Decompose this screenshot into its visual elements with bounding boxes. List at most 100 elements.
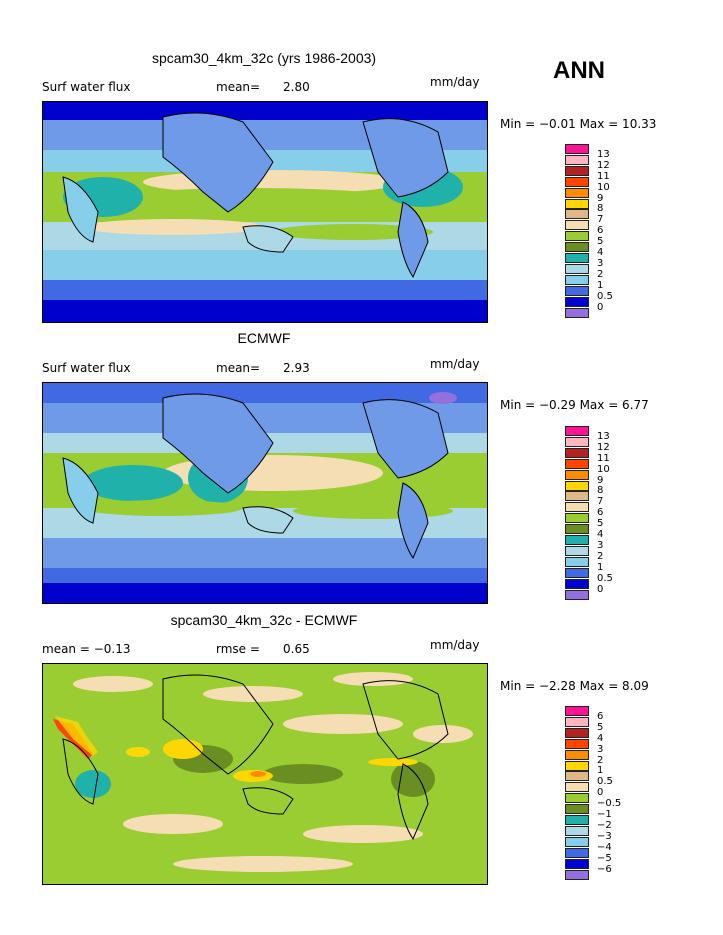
colorbar-box — [565, 491, 589, 502]
colorbar-box — [565, 502, 589, 513]
panel2-title: ECMWF — [237, 330, 291, 346]
colorbar-box — [565, 869, 589, 880]
colorbar-label: 0 — [597, 301, 604, 313]
colorbar-label: 1 — [597, 765, 604, 777]
colorbar-box — [565, 535, 589, 545]
colorbar-box — [565, 771, 589, 782]
colorbar-box — [565, 458, 589, 469]
colorbar-label: −2 — [597, 819, 612, 831]
colorbar-label: 4 — [597, 732, 604, 744]
colorbar-box — [565, 469, 589, 480]
colorbar-box — [565, 815, 589, 825]
colorbar-box — [565, 480, 589, 491]
colorbar-box — [565, 589, 589, 600]
panel2-field-label: Surf water flux — [42, 361, 131, 375]
colorbar-box — [565, 447, 589, 458]
colorbar-box — [565, 426, 589, 436]
colorbar-label: 11 — [597, 170, 610, 182]
colorbar-label: 0 — [597, 583, 604, 595]
colorbar-label: 10 — [597, 181, 610, 193]
colorbar-box — [565, 749, 589, 760]
panel3-stat-label: rmse = — [216, 642, 260, 656]
colorbar-box — [565, 793, 589, 804]
colorbar-label: −3 — [597, 830, 612, 842]
colorbar-label: 5 — [597, 518, 604, 530]
colorbar-box — [565, 187, 589, 198]
colorbar-label: 7 — [597, 496, 604, 508]
colorbar-label: −5 — [597, 852, 612, 864]
colorbar-label: 4 — [597, 247, 604, 258]
colorbar-label: 0 — [597, 787, 604, 799]
colorbar-label: 13 — [597, 430, 610, 442]
colorbar-box — [565, 524, 589, 535]
colorbar-label: 6 — [597, 225, 604, 237]
colorbar-box — [565, 285, 589, 296]
colorbar-label: 8 — [597, 485, 604, 497]
panel1-title: spcam30_4km_32c (yrs 1986-2003) — [151, 50, 377, 66]
colorbar-box — [565, 825, 589, 836]
colorbar-label: −0.5 — [597, 798, 622, 810]
colorbar-label: 3 — [597, 539, 604, 551]
colorbar-box — [565, 847, 589, 858]
colorbar-box — [565, 782, 589, 793]
colorbar-box — [565, 274, 589, 285]
colorbar-label: 3 — [597, 743, 604, 755]
colorbar-label: 1 — [597, 561, 604, 573]
colorbar-box — [565, 296, 589, 307]
colorbar-label: 8 — [597, 203, 604, 215]
panel3-colorbar: 6 5 4 3 2 1 0.5 0 −0.5 −1 −2 −3 −4 −5 −6 — [565, 706, 621, 880]
colorbar-box — [565, 556, 589, 567]
colorbar-box — [565, 253, 589, 263]
colorbar-box — [565, 738, 589, 749]
panel1-stat-value: 2.80 — [283, 80, 310, 94]
colorbar-label: 4 — [597, 529, 604, 540]
colorbar-box — [565, 307, 589, 318]
panel1-map — [42, 101, 488, 323]
colorbar-label: 10 — [597, 463, 610, 475]
colorbar-label: 9 — [597, 474, 604, 486]
colorbar-label: 11 — [597, 452, 610, 464]
colorbar-box — [565, 242, 589, 253]
colorbar-label: −4 — [597, 841, 612, 853]
panel1-minmax: Min = −0.01 Max = 10.33 — [500, 117, 657, 131]
panel3-title: spcam30_4km_32c - ECMWF — [170, 612, 358, 628]
panel3-minmax: Min = −2.28 Max = 8.09 — [500, 679, 649, 693]
colorbar-label: 5 — [597, 721, 604, 733]
colorbar-box — [565, 263, 589, 274]
colorbar-label: 0.5 — [597, 572, 613, 584]
colorbar-box — [565, 727, 589, 738]
panel2-colorbar: 13 12 11 10 9 8 7 6 5 4 3 2 1 0.5 0 — [565, 426, 613, 600]
colorbar-box — [565, 836, 589, 847]
colorbar-label: 13 — [597, 148, 610, 160]
panel1-colorbar: 13 12 11 10 9 8 7 6 5 4 3 2 1 0.5 0 — [565, 144, 613, 318]
colorbar-label: 12 — [597, 441, 610, 453]
colorbar-label: 0.5 — [597, 776, 613, 788]
colorbar-label: 2 — [597, 268, 604, 280]
colorbar-box — [565, 804, 589, 815]
colorbar-label: 12 — [597, 159, 610, 171]
colorbar-box — [565, 436, 589, 447]
colorbar-box — [565, 545, 589, 556]
colorbar-label: 7 — [597, 214, 604, 226]
panel3-stat-value: 0.65 — [283, 642, 310, 656]
panel1-stat-label: mean= — [216, 80, 261, 94]
colorbar-box — [565, 144, 589, 154]
colorbar-label: 3 — [597, 257, 604, 269]
colorbar-box — [565, 567, 589, 578]
colorbar-box — [565, 513, 589, 524]
colorbar-box — [565, 198, 589, 209]
colorbar-box — [565, 858, 589, 869]
colorbar-label: 9 — [597, 192, 604, 204]
colorbar-box — [565, 154, 589, 165]
colorbar-label: 0.5 — [597, 290, 613, 302]
colorbar-box — [565, 578, 589, 589]
colorbar-box — [565, 220, 589, 231]
panel3-map — [42, 663, 488, 885]
colorbar-label: 2 — [597, 550, 604, 562]
colorbar-label: 5 — [597, 236, 604, 248]
panel3-units: mm/day — [430, 638, 480, 652]
colorbar-label: −1 — [597, 809, 612, 820]
panel2-stat-label: mean= — [216, 361, 261, 375]
panel3-mean-label: mean = −0.13 — [42, 642, 131, 656]
panel1-field-label: Surf water flux — [42, 80, 131, 94]
